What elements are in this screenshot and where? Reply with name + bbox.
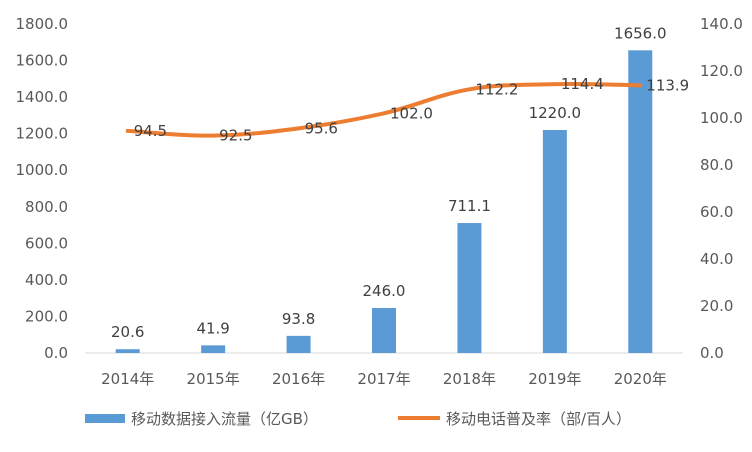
x-tick-label: 2019年 (528, 370, 581, 388)
right-tick-label: 60.0 (700, 203, 733, 221)
left-tick-label: 1000.0 (16, 161, 69, 179)
legend: 移动数据接入流量（亿GB） 移动电话普及率（部/百人） (85, 410, 631, 428)
bar-data-label: 20.6 (111, 323, 144, 341)
line-data-label: 112.2 (475, 80, 518, 98)
line-series (125, 81, 643, 138)
left-tick-label: 1400.0 (16, 88, 69, 106)
bar (542, 130, 567, 353)
line-data-label: 92.5 (219, 127, 252, 145)
bar (372, 308, 396, 353)
watermark: 搜狐号@晋华有策 (612, 424, 725, 441)
bar-series (115, 50, 653, 353)
left-tick-label: 400.0 (25, 271, 68, 289)
right-y-axis: 0.0 20.0 40.0 60.0 80.0 100.0 120.0 140.0 (700, 15, 743, 362)
right-tick-label: 80.0 (700, 156, 733, 174)
line-data-label: 94.5 (134, 122, 167, 140)
right-tick-label: 20.0 (700, 297, 733, 315)
x-tick-label: 2020年 (614, 370, 667, 388)
bar-data-label: 711.1 (448, 197, 491, 215)
bar-data-labels: 20.6 41.9 93.8 246.0 711.1 1220.0 1656.0 (111, 24, 667, 341)
legend-label-bar: 移动数据接入流量（亿GB） (131, 410, 318, 428)
bar (457, 223, 482, 353)
left-tick-label: 200.0 (25, 307, 68, 325)
bar-data-label: 41.9 (196, 319, 229, 337)
right-tick-label: 0.0 (700, 344, 724, 362)
right-tick-label: 100.0 (700, 109, 743, 127)
legend-label-line: 移动电话普及率（部/百人） (446, 410, 631, 428)
x-tick-label: 2018年 (443, 370, 496, 388)
bar-data-label: 1656.0 (614, 24, 667, 42)
legend-swatch-bar (85, 414, 125, 423)
line-data-label: 102.0 (390, 104, 433, 122)
right-tick-label: 120.0 (700, 62, 743, 80)
left-tick-label: 1200.0 (16, 125, 69, 143)
bar-data-label: 246.0 (363, 282, 406, 300)
x-tick-label: 2014年 (101, 370, 154, 388)
right-tick-label: 140.0 (700, 15, 743, 33)
x-tick-label: 2017年 (357, 370, 410, 388)
line-data-label: 95.6 (305, 119, 338, 137)
line-data-label: 114.4 (561, 75, 604, 93)
x-tick-label: 2015年 (187, 370, 240, 388)
bar (628, 50, 653, 353)
left-tick-label: 0.0 (44, 344, 68, 362)
line-data-label: 113.9 (646, 76, 689, 94)
bar-data-label: 93.8 (282, 310, 315, 328)
right-tick-label: 40.0 (700, 250, 733, 268)
x-tick-label: 2016年 (272, 370, 325, 388)
left-tick-label: 800.0 (25, 198, 68, 216)
bar (286, 335, 311, 353)
left-tick-label: 600.0 (25, 234, 68, 252)
bar (201, 345, 226, 353)
left-tick-label: 1600.0 (16, 52, 69, 70)
left-tick-label: 1800.0 (16, 15, 69, 33)
line-path (125, 81, 643, 138)
left-y-axis: 0.0 200.0 400.0 600.0 800.0 1000.0 1200.0 1400.… (16, 15, 69, 362)
line-data-labels: 94.5 92.5 95.6 102.0 112.2 114.4 113.9 (134, 75, 690, 144)
bar-data-label: 1220.0 (529, 104, 582, 122)
bar (115, 349, 140, 353)
x-axis-ticks: 2014年 2015年 2016年 2017年 2018年 2019年 2020年 (101, 370, 667, 388)
